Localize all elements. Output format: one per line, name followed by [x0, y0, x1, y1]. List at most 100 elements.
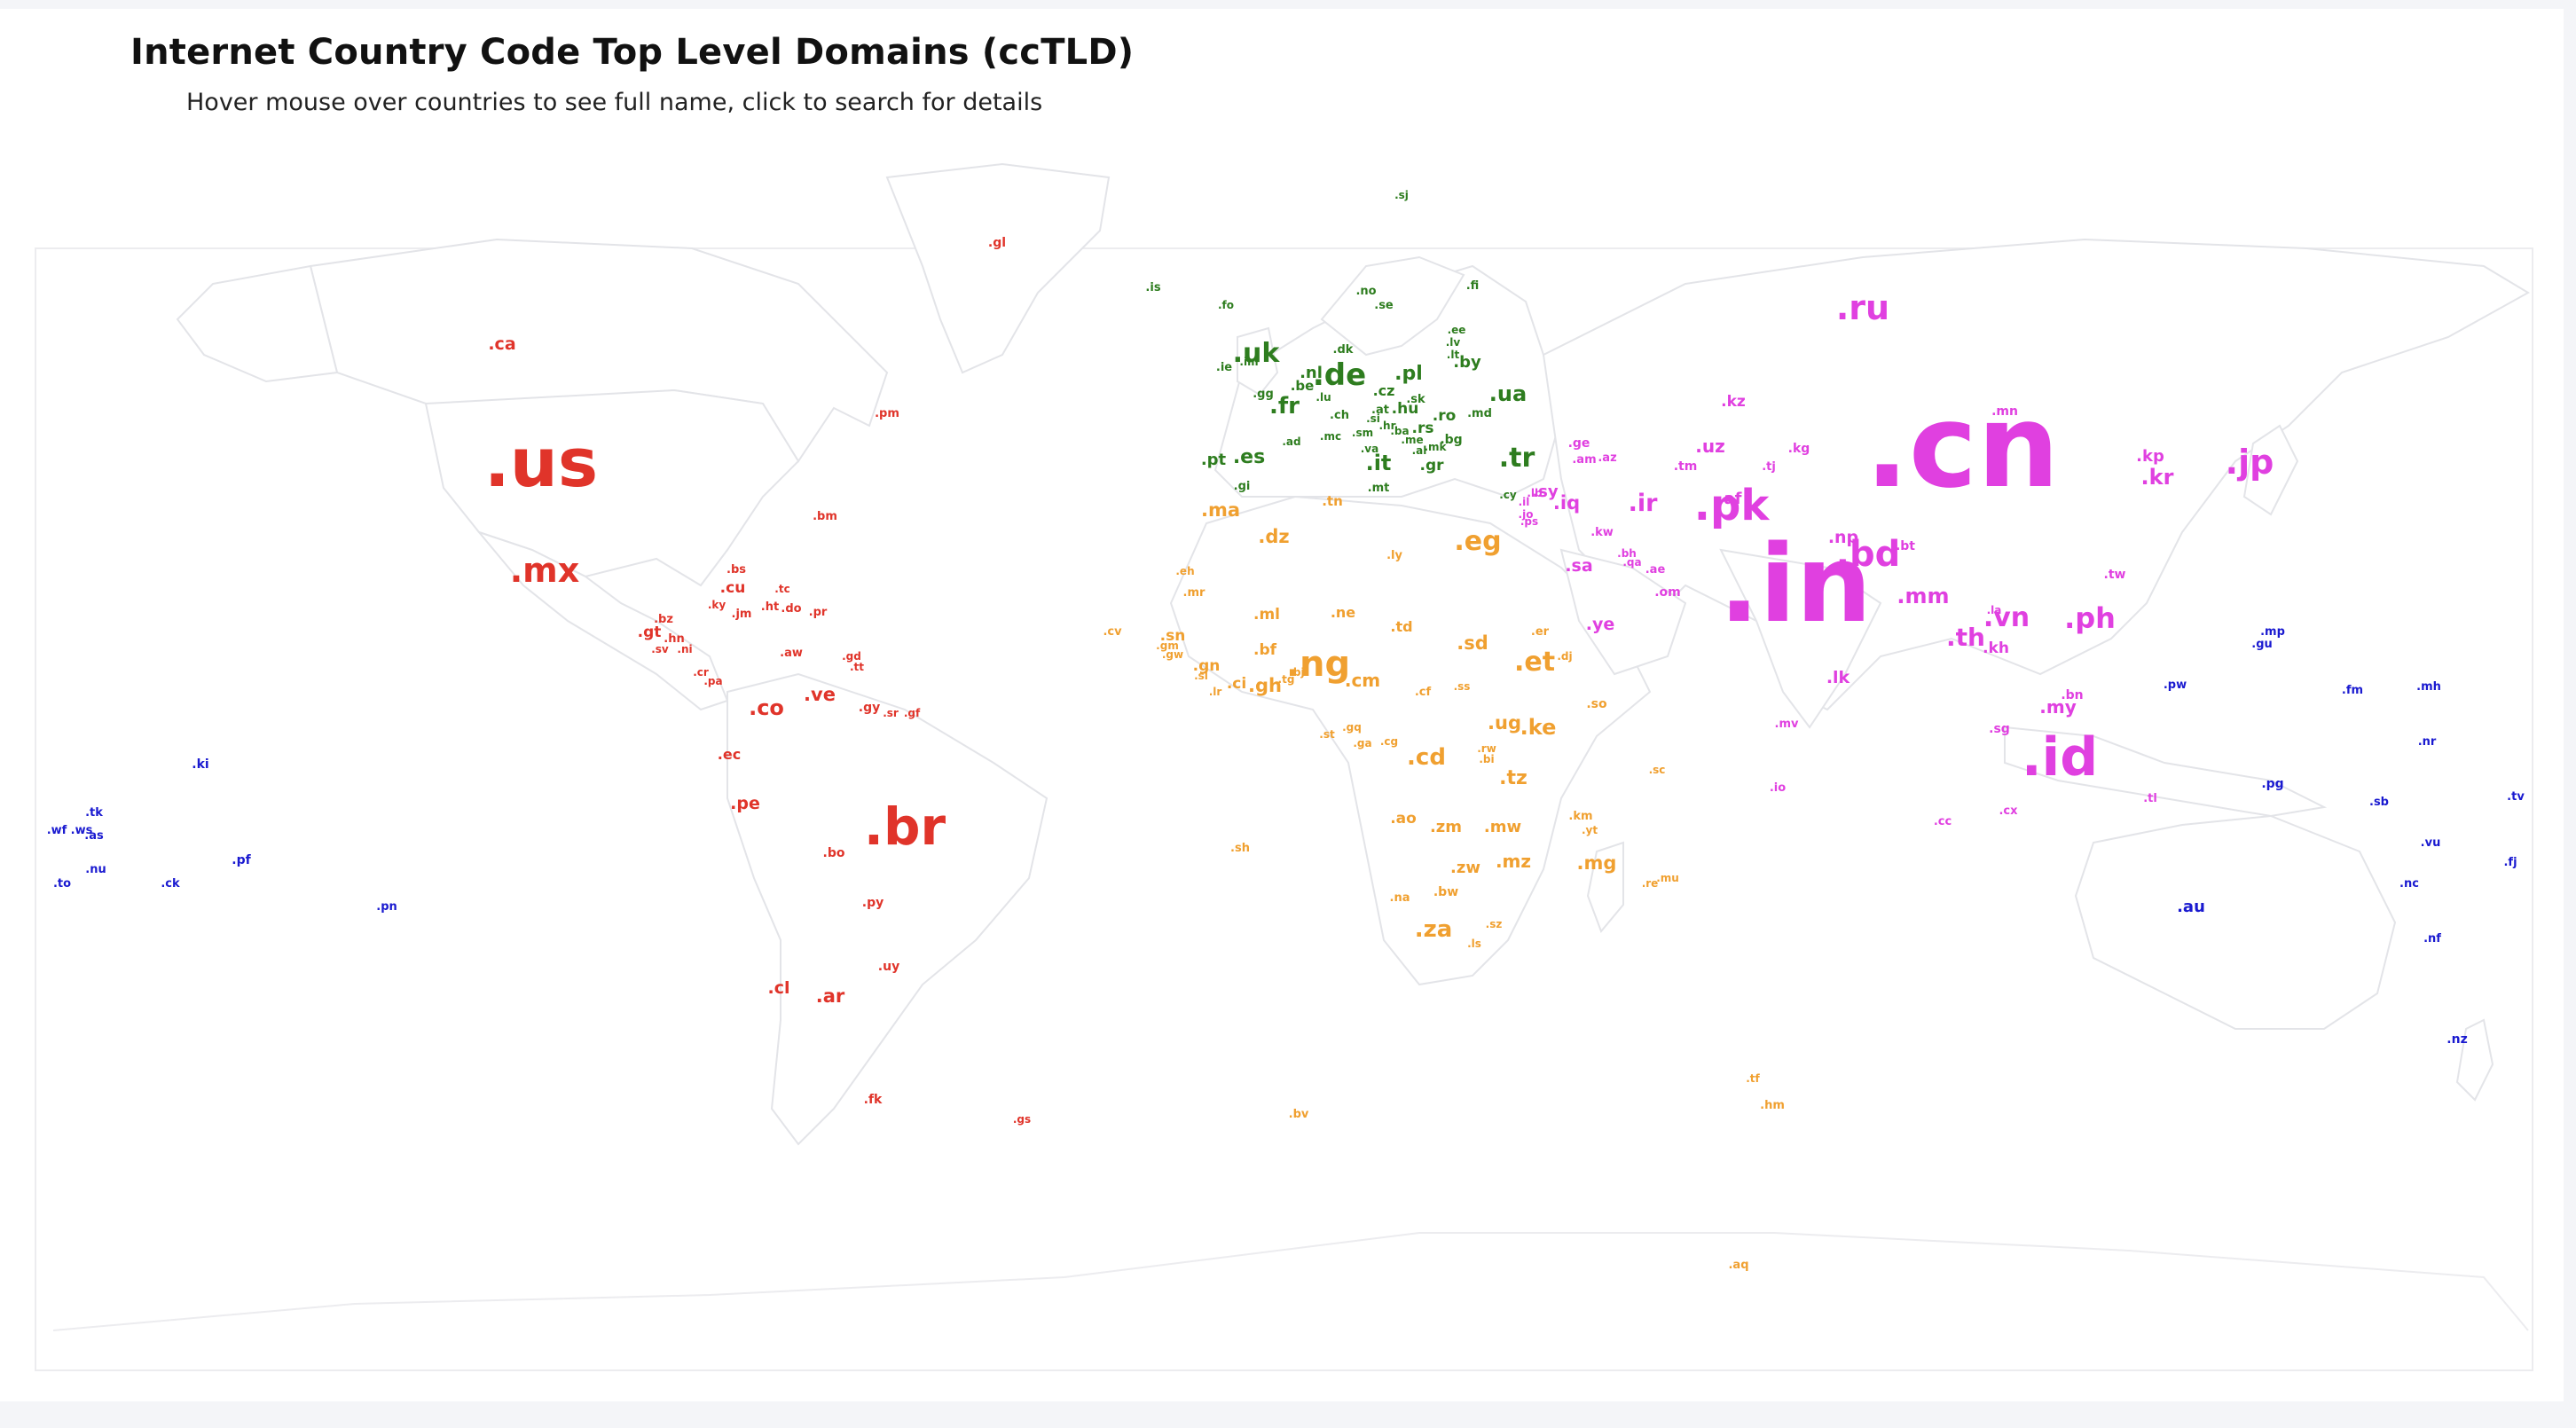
tld-label-be[interactable]: .be — [1291, 378, 1315, 394]
tld-label-lv[interactable]: .lv — [1446, 336, 1461, 349]
tld-label-sj[interactable]: .sj — [1394, 189, 1409, 201]
tld-label-ir[interactable]: .ir — [1629, 490, 1659, 517]
tld-label-pr[interactable]: .pr — [809, 606, 828, 619]
tld-label-br[interactable]: .br — [864, 796, 946, 857]
tld-label-zm[interactable]: .zm — [1430, 818, 1462, 836]
tld-label-kr[interactable]: .kr — [2141, 465, 2174, 490]
tld-label-aq[interactable]: .aq — [1728, 1259, 1748, 1272]
tld-label-nr[interactable]: .nr — [2418, 735, 2437, 749]
tld-label-er[interactable]: .er — [1531, 625, 1550, 639]
tld-label-fk[interactable]: .fk — [864, 1093, 883, 1107]
tld-label-my[interactable]: .my — [2039, 696, 2076, 718]
tld-label-gl[interactable]: .gl — [988, 236, 1006, 250]
tld-label-mp[interactable]: .mp — [2260, 625, 2285, 639]
tld-label-mm[interactable]: .mm — [1897, 584, 1949, 608]
tld-label-sd[interactable]: .sd — [1457, 632, 1488, 654]
tld-label-gd[interactable]: .gd — [842, 650, 861, 663]
tld-label-vn[interactable]: .vn — [1983, 602, 2030, 633]
tld-label-ls[interactable]: .ls — [1467, 938, 1481, 950]
tld-label-nc[interactable]: .nc — [2399, 877, 2419, 891]
tld-label-ro[interactable]: .ro — [1433, 407, 1457, 425]
tld-label-bn[interactable]: .bn — [2061, 688, 2083, 702]
tld-label-mz[interactable]: .mz — [1496, 851, 1531, 872]
tld-label-cf[interactable]: .cf — [1415, 686, 1432, 699]
tld-label-sm[interactable]: .sm — [1352, 427, 1373, 439]
tld-label-cd[interactable]: .cd — [1407, 744, 1446, 771]
tld-label-rw[interactable]: .rw — [1477, 742, 1496, 755]
tld-label-lk[interactable]: .lk — [1826, 668, 1850, 687]
tld-label-ga[interactable]: .ga — [1353, 737, 1371, 749]
tld-label-om[interactable]: .om — [1654, 585, 1681, 600]
tld-label-bz[interactable]: .bz — [654, 613, 673, 626]
tld-label-de[interactable]: .de — [1313, 357, 1366, 393]
tld-label-tn[interactable]: .tn — [1322, 493, 1343, 509]
tld-label-cr[interactable]: .cr — [693, 666, 709, 679]
tld-label-si[interactable]: .si — [1366, 412, 1380, 425]
tld-label-zw[interactable]: .zw — [1450, 859, 1480, 877]
tld-label-ye[interactable]: .ye — [1586, 615, 1615, 634]
tld-label-hr[interactable]: .hr — [1378, 420, 1395, 432]
tld-label-mu[interactable]: .mu — [1656, 872, 1679, 884]
tld-label-sb[interactable]: .sb — [2369, 796, 2389, 809]
tld-label-cz[interactable]: .cz — [1373, 382, 1395, 399]
tld-label-pa[interactable]: .pa — [703, 675, 722, 687]
tld-label-sr[interactable]: .sr — [883, 707, 899, 719]
tld-label-fi[interactable]: .fi — [1466, 279, 1480, 293]
tld-label-sl[interactable]: .sl — [1194, 670, 1208, 682]
tld-label-nz[interactable]: .nz — [2446, 1032, 2467, 1047]
tld-label-ch[interactable]: .ch — [1330, 409, 1349, 422]
tld-label-to[interactable]: .to — [53, 877, 71, 891]
tld-label-ht[interactable]: .ht — [761, 600, 779, 614]
tld-label-io[interactable]: .io — [1770, 781, 1786, 795]
tld-label-ke[interactable]: .ke — [1520, 715, 1557, 740]
tld-label-py[interactable]: .py — [862, 896, 884, 910]
tld-label-tg[interactable]: .tg — [1278, 673, 1295, 686]
tld-label-cu[interactable]: .cu — [720, 579, 746, 597]
tld-label-bw[interactable]: .bw — [1433, 885, 1458, 899]
tld-label-cv[interactable]: .cv — [1103, 625, 1122, 639]
tld-label-bf[interactable]: .bf — [1253, 641, 1277, 659]
tld-label-dk[interactable]: .dk — [1333, 343, 1354, 357]
tld-label-tz[interactable]: .tz — [1499, 767, 1528, 789]
tld-label-hu[interactable]: .hu — [1392, 400, 1419, 418]
tld-label-tt[interactable]: .tt — [850, 661, 864, 673]
tld-label-pw[interactable]: .pw — [2164, 679, 2187, 692]
tld-label-ad[interactable]: .ad — [1282, 435, 1300, 448]
tld-label-uk[interactable]: .uk — [1233, 338, 1281, 369]
tld-label-as[interactable]: .as — [84, 829, 104, 843]
tld-label-gi[interactable]: .gi — [1234, 480, 1251, 493]
tld-label-pe[interactable]: .pe — [730, 794, 760, 813]
tld-label-cx[interactable]: .cx — [1999, 804, 2018, 818]
tld-label-va[interactable]: .va — [1361, 443, 1378, 455]
tld-label-gr[interactable]: .gr — [1419, 457, 1444, 475]
tld-label-tr[interactable]: .tr — [1499, 443, 1535, 474]
tld-label-bm[interactable]: .bm — [813, 510, 837, 523]
tld-label-gy[interactable]: .gy — [859, 701, 880, 715]
tld-label-bi[interactable]: .bi — [1479, 753, 1494, 765]
tld-label-sk[interactable]: .sk — [1406, 393, 1425, 406]
tld-label-sn[interactable]: .sn — [1160, 627, 1186, 645]
tld-label-bs[interactable]: .bs — [726, 563, 746, 577]
tld-label-pt[interactable]: .pt — [1201, 451, 1227, 469]
tld-label-sh[interactable]: .sh — [1230, 842, 1250, 855]
tld-label-sa[interactable]: .sa — [1565, 556, 1592, 576]
tld-label-kz[interactable]: .kz — [1721, 393, 1746, 411]
tld-label-ws[interactable]: .ws — [71, 824, 93, 837]
tld-label-au[interactable]: .au — [2177, 898, 2205, 916]
tld-label-th[interactable]: .th — [1946, 623, 1985, 652]
tld-label-tk[interactable]: .tk — [85, 806, 103, 820]
tld-label-md[interactable]: .md — [1467, 407, 1492, 420]
tld-label-me[interactable]: .me — [1401, 434, 1423, 446]
tld-label-nu[interactable]: .nu — [85, 863, 106, 876]
tld-label-pn[interactable]: .pn — [376, 900, 397, 914]
tld-label-ge[interactable]: .ge — [1568, 436, 1590, 451]
tld-label-ao[interactable]: .ao — [1390, 810, 1417, 828]
tld-label-ve[interactable]: .ve — [804, 684, 836, 705]
tld-label-us[interactable]: .us — [484, 423, 598, 502]
tld-label-hn[interactable]: .hn — [664, 632, 684, 646]
tld-label-sz[interactable]: .sz — [1486, 918, 1503, 930]
tld-label-im[interactable]: .im — [1239, 356, 1258, 368]
tld-label-bd[interactable]: .bd — [1836, 534, 1900, 575]
tld-label-gm[interactable]: .gm — [1156, 639, 1179, 652]
tld-label-fr[interactable]: .fr — [1269, 393, 1300, 420]
